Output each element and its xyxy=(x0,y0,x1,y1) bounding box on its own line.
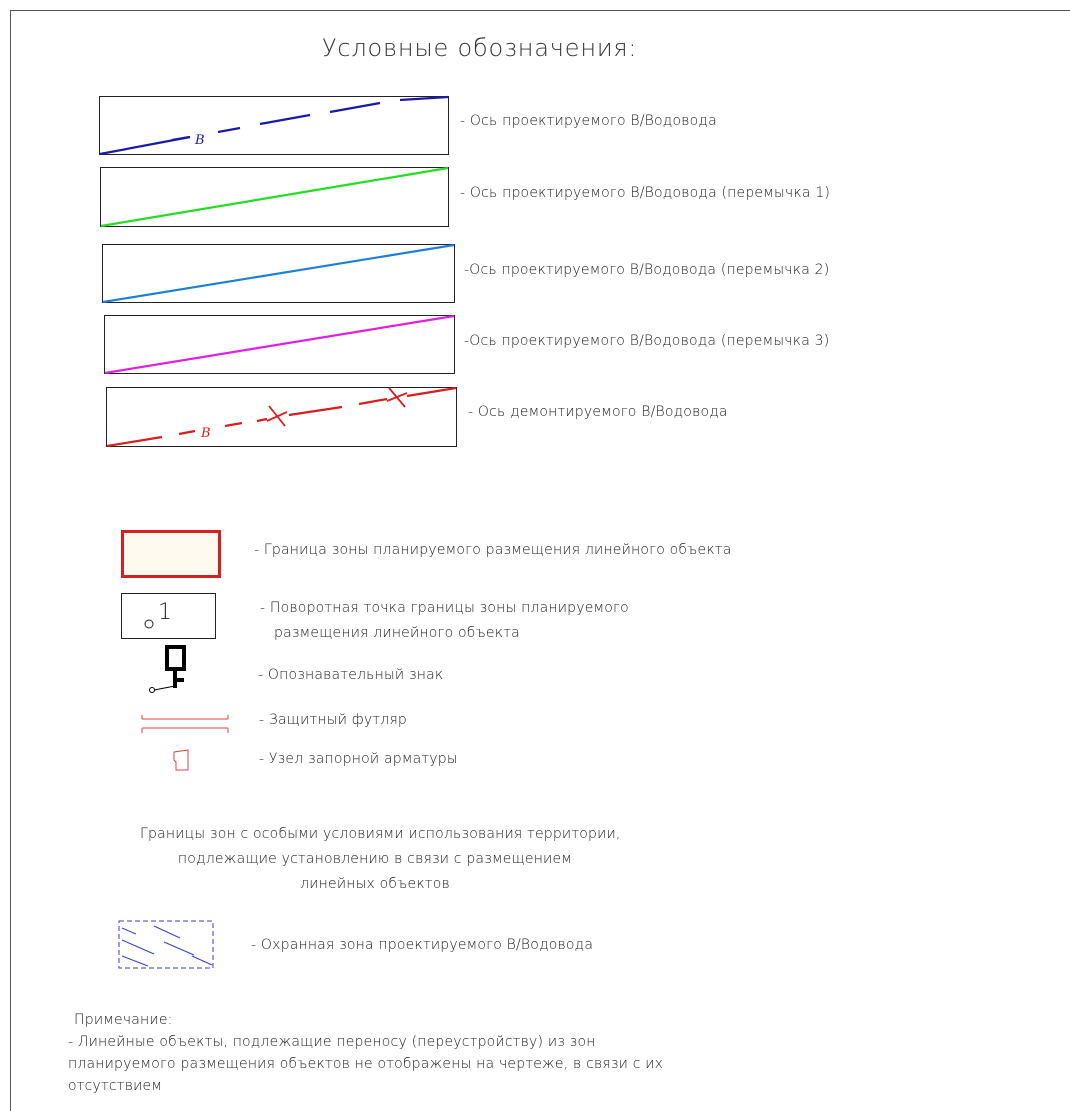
label-jumper-1: - Ось проектируемого В/Водовода (перемыч… xyxy=(460,185,831,201)
note-line1: - Линейные объекты, подлежащие переносу … xyxy=(68,1034,596,1050)
axis-marker-b: B xyxy=(194,133,205,148)
legend-title: Условные обозначения: xyxy=(322,34,638,62)
note-heading: Примечание: xyxy=(74,1012,173,1028)
label-protective-casing: - Защитный футляр xyxy=(259,712,408,728)
turn-point-symbol: 1 xyxy=(121,593,216,639)
label-demolished-axis: - Ось демонтируемого В/Водовода xyxy=(468,404,728,420)
label-jumper-2: -Ось проектируемого В/Водовода (перемычк… xyxy=(464,262,830,278)
jumper-3-line-symbol xyxy=(104,314,455,375)
label-proposed-axis: - Ось проектируемого В/Водовода xyxy=(460,113,717,129)
label-turn-point-line2: размещения линейного объекта xyxy=(274,625,520,641)
special-zones-heading-line3: линейных объектов xyxy=(300,876,450,892)
special-zones-heading-line2: подлежащие установлению в связи с размещ… xyxy=(177,851,573,867)
legend-box-jumper-1 xyxy=(100,166,449,228)
turn-point-number: 1 xyxy=(158,600,172,625)
zone-boundary-symbol xyxy=(121,530,221,578)
note-line2: планируемого размещения объектов не отоб… xyxy=(68,1056,664,1072)
frame-left-border xyxy=(10,10,11,1111)
legend-box-jumper-2 xyxy=(102,243,455,304)
jumper-2-line-symbol xyxy=(102,243,455,304)
valve-node-icon xyxy=(173,749,189,771)
label-zone-boundary: - Граница зоны планируемого размещения л… xyxy=(254,542,732,558)
legend-box-demolished-axis: B xyxy=(106,386,457,448)
demolished-axis-line-symbol: B xyxy=(106,386,457,448)
protective-casing-icon xyxy=(141,715,229,733)
label-jumper-3: -Ось проектируемого В/Водовода (перемычк… xyxy=(464,333,830,349)
special-zones-heading-line1: Границы зон с особыми условиями использо… xyxy=(140,826,621,842)
label-valve-node: - Узел запорной арматуры xyxy=(259,751,458,767)
label-protection-zone: - Охранная зона проектируемого В/Водовод… xyxy=(251,937,594,953)
proposed-axis-line-symbol: B xyxy=(99,95,449,156)
legend-box-jumper-3 xyxy=(104,314,455,375)
label-marker-sign: - Опознавательный знак xyxy=(258,667,444,683)
protection-zone-icon xyxy=(118,920,214,969)
frame-top-border xyxy=(10,10,1070,11)
legend-box-proposed-axis: B xyxy=(99,95,449,156)
note-line3: отсутствием xyxy=(68,1078,163,1094)
turn-point-circle-icon xyxy=(144,619,154,629)
label-turn-point-line1: - Поворотная точка границы зоны планируе… xyxy=(260,600,629,616)
marker-sign-icon xyxy=(149,645,186,693)
demolished-axis-marker-b: B xyxy=(200,426,211,441)
jumper-1-line-symbol xyxy=(100,166,449,228)
